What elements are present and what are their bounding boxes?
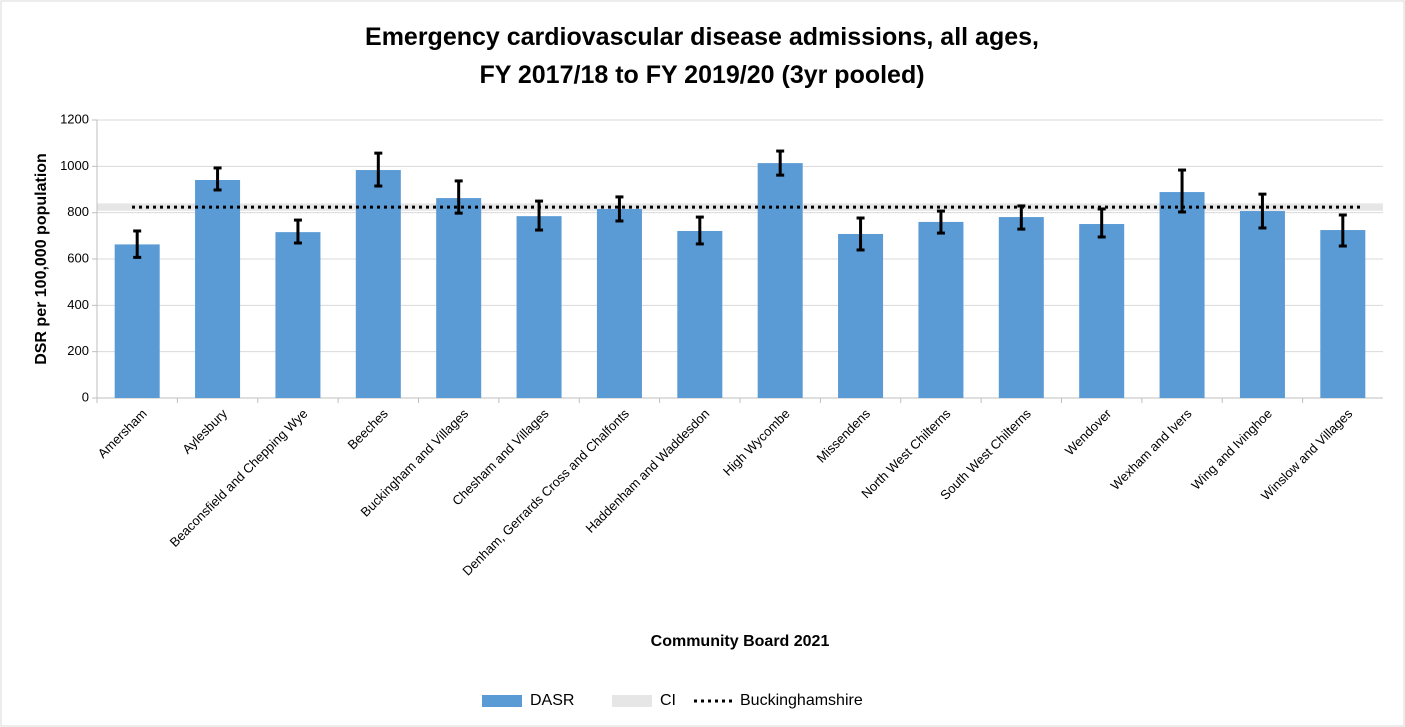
y-axis-title: DSR per 100,000 population: [33, 153, 50, 365]
bar: [998, 217, 1044, 398]
bar: [114, 244, 160, 398]
bar: [757, 163, 803, 398]
bar: [596, 208, 642, 398]
bar: [1320, 230, 1366, 398]
y-tick-label: 0: [82, 389, 89, 404]
bar: [516, 216, 562, 398]
bar: [1239, 211, 1285, 398]
chart-title: FY 2017/18 to FY 2019/20 (3yr pooled): [479, 61, 924, 89]
bar: [275, 232, 321, 398]
y-tick-label: 600: [67, 250, 89, 265]
bar: [1159, 192, 1205, 398]
bar: [195, 180, 241, 398]
y-tick-label: 1000: [60, 158, 89, 173]
x-axis-title: Community Board 2021: [651, 633, 830, 650]
bar: [918, 221, 964, 398]
chart-title: Emergency cardiovascular disease admissi…: [365, 23, 1039, 51]
legend-swatch: [612, 695, 652, 707]
legend-label: CI: [660, 692, 676, 709]
bar: [1079, 224, 1125, 398]
legend-label: Buckinghamshire: [740, 692, 863, 709]
y-tick-label: 200: [67, 343, 89, 358]
bar: [677, 230, 723, 398]
y-tick-label: 400: [67, 297, 89, 312]
bar: [355, 170, 401, 398]
y-tick-label: 800: [67, 204, 89, 219]
legend-label: DASR: [530, 692, 574, 709]
legend-swatch: [482, 695, 522, 707]
bar: [436, 198, 482, 398]
ci-band: [97, 203, 1383, 211]
y-tick-label: 1200: [60, 111, 89, 126]
bar: [838, 233, 884, 398]
